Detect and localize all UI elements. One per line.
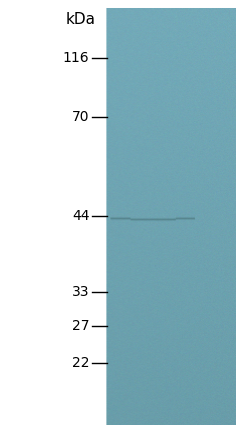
Text: 33: 33 (72, 285, 89, 299)
Text: 116: 116 (63, 51, 89, 65)
Text: 70: 70 (72, 110, 89, 124)
Text: 27: 27 (72, 319, 89, 333)
Text: 22: 22 (72, 356, 89, 370)
Text: 44: 44 (72, 209, 89, 223)
Text: kDa: kDa (65, 12, 95, 27)
